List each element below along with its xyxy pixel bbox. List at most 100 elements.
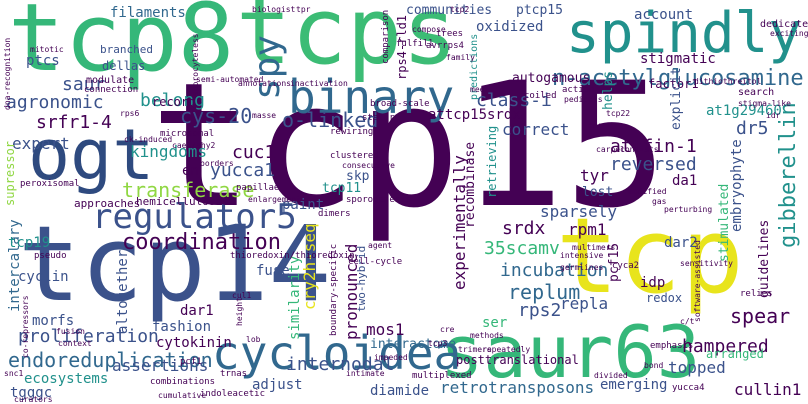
word-da1: da1	[672, 173, 698, 189]
word-ptcp15: ptcp15	[516, 3, 563, 18]
word-branched: branched	[100, 43, 153, 56]
word-co-repressors: co-repressors	[21, 295, 30, 358]
word-binary: binary	[288, 70, 455, 124]
word-skp: skp	[346, 169, 370, 184]
word-height: height	[235, 297, 244, 326]
word-hampered: hampered	[682, 336, 769, 357]
word-indoleacetic: indoleacetic	[200, 389, 266, 399]
word-class-i: class-i	[476, 90, 552, 111]
word-internodal: internodal	[286, 354, 395, 375]
word-dimers: dimers	[318, 209, 351, 219]
word-emerging: emerging	[600, 377, 668, 393]
word-similarity: similarity	[287, 255, 303, 340]
word-kingdoms: kingdoms	[130, 142, 208, 161]
word-topped: topped	[668, 358, 726, 377]
word-yucca4: yucca4	[672, 383, 705, 393]
word-semi-automated: semi-automated	[196, 75, 264, 84]
word-avrrps4: avrrps4	[426, 41, 464, 51]
word-fusion: fusion	[56, 327, 85, 336]
word-compose: compose	[412, 25, 446, 34]
word-consecutive: consecutive	[342, 161, 395, 170]
word-carpel: carpel	[596, 145, 625, 154]
word-pcf1: pcf1	[180, 357, 202, 367]
word-paint: paint	[282, 197, 325, 213]
word-clustered: clustered	[330, 151, 379, 161]
word-idp: idp	[640, 275, 666, 291]
word-belong: belong	[140, 90, 206, 111]
word-approaches: approaches	[74, 197, 141, 210]
word-ogt: ogt	[28, 114, 155, 196]
word-masse: masse	[252, 111, 277, 120]
word-en: en	[182, 163, 199, 179]
word-altogether: altogether	[115, 249, 131, 334]
word-rps6: rps6	[120, 109, 140, 118]
word-dna-recognition: dna-recognition	[3, 37, 12, 110]
word-trees: trees	[436, 29, 464, 39]
word-stature: stature	[362, 113, 400, 123]
word-tcp14: tcp14	[18, 203, 332, 325]
word-repla: repla	[560, 294, 609, 313]
word-expert: expert	[12, 134, 70, 153]
word-dr5: dr5	[736, 118, 769, 139]
word-tcp8: tcp8	[8, 0, 235, 93]
word-yucca1: yucca1	[210, 160, 276, 181]
word-lob: lob	[246, 335, 261, 344]
word-replum: replum	[508, 280, 581, 304]
word-record: record	[152, 95, 196, 109]
word-attfin-1: attfin-1	[610, 136, 697, 157]
word-hemicelluloses: hemicelluloses	[136, 195, 229, 208]
word-cuc1: cuc1	[232, 142, 276, 163]
word-tyr: tyr	[580, 166, 609, 185]
word-lost: lost	[582, 185, 614, 200]
word-helps: helps	[601, 70, 616, 110]
word-srdx: srdx	[502, 218, 546, 239]
word-multimers: multimers	[572, 243, 616, 252]
word-sparsely: sparsely	[540, 202, 618, 221]
word-ck-induced: ck-induced	[124, 135, 173, 144]
word-recombinase: recombinase	[463, 141, 478, 228]
word-microsomal: microsomal	[160, 129, 215, 139]
word-modulate: modulate	[86, 75, 135, 86]
word-germlines: germlines	[560, 263, 604, 272]
word-divided: divided	[594, 371, 628, 380]
word-interactome: interactome	[370, 337, 457, 352]
word-retrotransposons: retrotransposons	[440, 378, 595, 397]
word-comparison: comparison	[381, 9, 391, 64]
word-adjust: adjust	[252, 377, 303, 393]
word-account: account	[634, 7, 694, 23]
word-spear: spear	[730, 304, 791, 328]
word-stigmatic: stigmatic	[640, 51, 716, 67]
word-incubation: incubation	[500, 260, 609, 281]
word-reversed: reversed	[610, 154, 697, 175]
word-tcp19: tcp19	[8, 235, 51, 251]
word-multiplexed: multiplexed	[412, 371, 472, 381]
word-connection: connection	[84, 85, 139, 95]
word-cullin1: cullin1	[734, 380, 802, 399]
word-endoreduplication: endoreduplication	[8, 348, 213, 372]
word-cul1: cul1	[232, 291, 252, 300]
word-curators: curators	[14, 395, 53, 404]
word-cae1-shy2: cae1/shy2	[172, 141, 216, 150]
word-spy: spy	[247, 34, 288, 100]
word-oxidized: oxidized	[476, 19, 544, 35]
word-cytokinin: cytokinin	[156, 335, 232, 351]
word-sensitivity: sensitivity	[680, 259, 733, 268]
word-tcp11: tcp11	[322, 181, 362, 196]
word-tgggc: tgggc	[10, 385, 53, 401]
word-dellas: dellas	[102, 59, 146, 73]
word-transferase: transferase	[122, 178, 255, 202]
word-idr: idr	[766, 111, 781, 120]
word-intimate: intimate	[346, 369, 385, 378]
word-rps2: rps2	[518, 300, 562, 321]
word-relies: relies	[740, 289, 773, 299]
word-srfr1-4: srfr1-4	[36, 112, 112, 133]
word-coordination: coordination	[122, 230, 281, 255]
word-embryophyte: embryophyte	[729, 139, 745, 232]
word-regulator5: regulator5	[92, 197, 297, 237]
word-stigma-like: stigma-like	[738, 99, 791, 108]
word-explicit: explicit	[669, 67, 684, 130]
word-n-acetylglucosamine: n-acetylglucosamine	[552, 66, 804, 91]
word-dar1: dar1	[180, 303, 214, 319]
word-guidelines: guidelines	[757, 219, 772, 298]
word-spindly: spindly	[566, 1, 803, 66]
